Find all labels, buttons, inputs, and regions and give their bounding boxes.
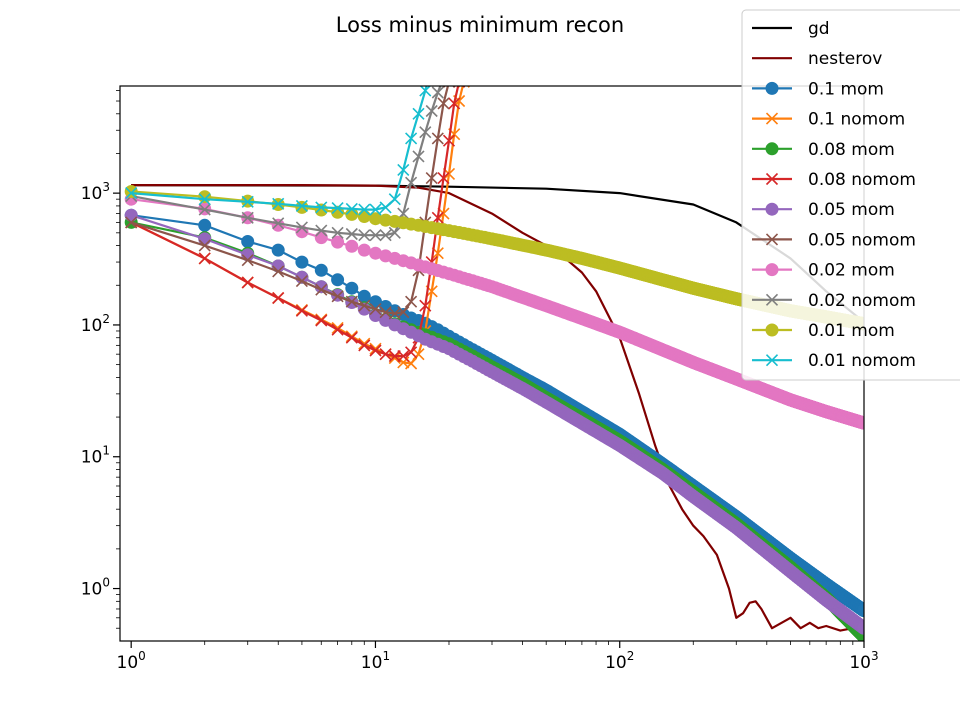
axis-layer: 100 101 102 103 100 101 102 103	[81, 90, 879, 673]
legend-entry: 0.1 nomom	[752, 110, 905, 130]
legend-label: nesterov	[808, 49, 882, 69]
legend-entry: 0.08 nomom	[752, 170, 916, 190]
series-0-02-mom	[124, 192, 864, 430]
x-tick-100: 102	[605, 641, 634, 673]
series-line	[131, 86, 428, 211]
legend-entry: nesterov	[752, 49, 882, 69]
y-tick-1000: 103	[81, 180, 120, 204]
y-tick-100: 102	[81, 312, 120, 336]
legend-entry: 0.05 nomom	[752, 230, 916, 250]
legend-label: 0.01 nomom	[808, 351, 916, 371]
x-tick-label: 102	[605, 649, 634, 673]
legend-entry: 0.08 mom	[752, 140, 895, 160]
x-tick-label: 100	[117, 649, 146, 673]
series-0-01-nomom	[125, 86, 432, 216]
x-tick-1: 100	[117, 641, 146, 673]
legend: gd nesterov 0.1 mom 0.1 nomom 0.08 mom 0.08 n…	[741, 9, 960, 381]
legend-entry: 0.05 mom	[752, 200, 895, 220]
y-tick-label: 100	[81, 576, 110, 600]
legend-entry: 0.01 mom	[752, 321, 895, 341]
y-tick-10: 101	[81, 444, 120, 468]
series-0-05-mom	[124, 208, 864, 635]
legend-label: 0.05 nomom	[808, 230, 916, 250]
legend-entry: gd	[752, 19, 830, 39]
series-markers	[125, 86, 444, 242]
series-line	[130, 86, 450, 315]
legend-label: 0.05 mom	[808, 200, 895, 220]
series-line	[131, 86, 442, 237]
series-nesterov	[131, 184, 864, 636]
legend-entry: 0.02 nomom	[752, 291, 916, 311]
legend-label: 0.1 mom	[808, 79, 884, 99]
y-tick-label: 101	[81, 444, 110, 468]
series-0-02-nomom	[125, 86, 444, 242]
legend-label: 0.1 nomom	[808, 110, 905, 130]
legend-label: 0.02 mom	[808, 261, 895, 281]
chart-title: Loss minus minimum recon	[336, 13, 624, 37]
legend-entry: 0.01 nomom	[752, 351, 916, 371]
legend-label: 0.08 nomom	[808, 170, 916, 190]
legend-label: 0.08 mom	[808, 140, 895, 160]
y-tick-1: 100	[81, 576, 120, 600]
legend-entry: 0.1 mom	[752, 79, 884, 99]
x-tick-label: 103	[849, 649, 878, 673]
y-tick-label: 102	[81, 312, 110, 336]
legend-label: 0.01 mom	[808, 321, 895, 341]
x-tick-1000: 103	[849, 641, 879, 673]
legend-label: 0.02 nomom	[808, 291, 916, 311]
series-0-05-nomom	[125, 86, 456, 320]
minor-ticks	[116, 90, 854, 645]
legend-box	[741, 9, 960, 381]
series-markers	[125, 86, 432, 216]
series-0-08-nomom	[125, 86, 466, 363]
legend-entry: 0.02 mom	[752, 261, 895, 281]
series-markers	[124, 192, 864, 430]
series-markers	[124, 208, 864, 635]
x-tick-10: 101	[361, 641, 390, 673]
x-tick-label: 101	[361, 649, 390, 673]
series-line	[131, 184, 864, 636]
y-tick-label: 103	[81, 180, 110, 204]
legend-label: gd	[808, 19, 830, 39]
